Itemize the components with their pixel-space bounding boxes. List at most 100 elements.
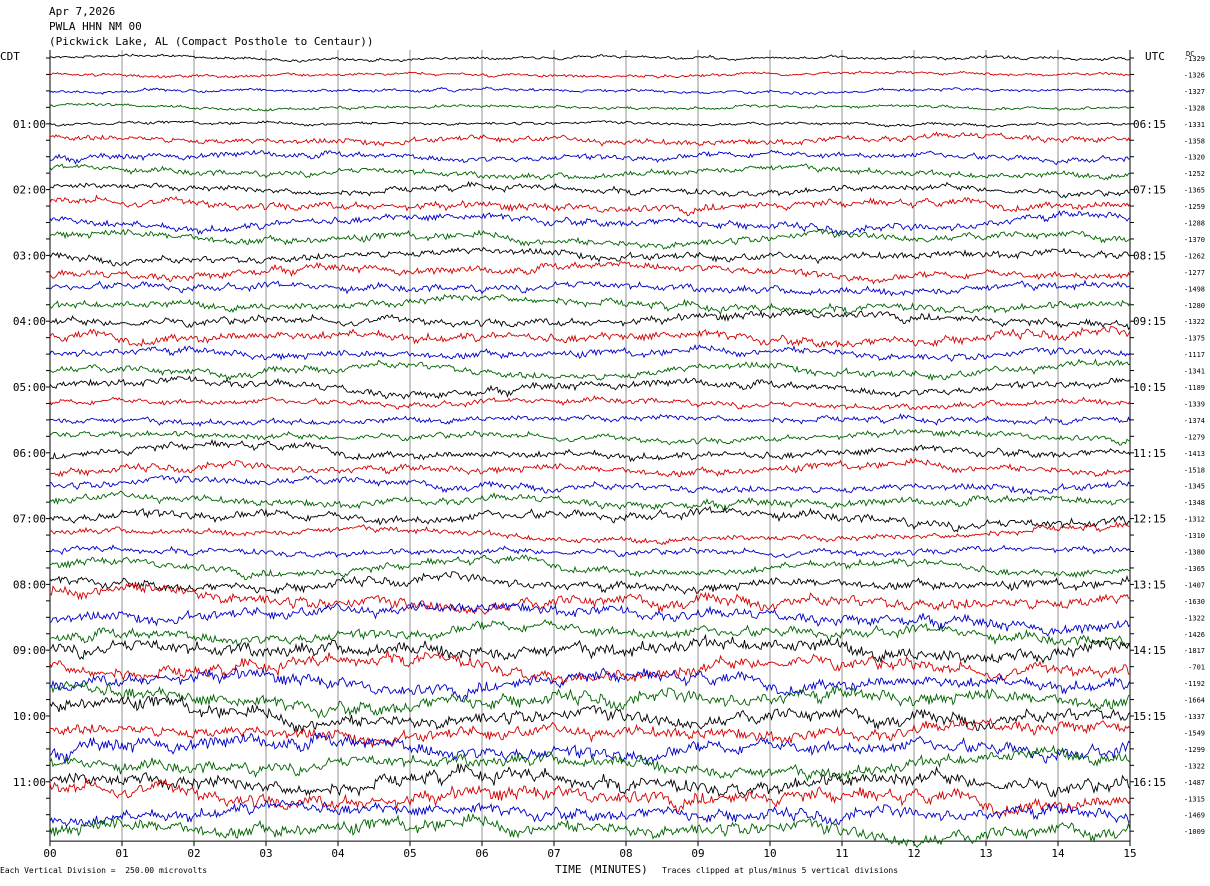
seismic-trace	[49, 194, 1131, 217]
seismic-trace	[49, 375, 1131, 400]
trace-dc-value: -1348	[1184, 499, 1205, 507]
seismic-trace	[49, 799, 1131, 828]
seismic-trace	[50, 149, 1131, 165]
trace-dc-value: -1664	[1184, 697, 1205, 705]
seismic-trace	[49, 554, 1131, 581]
trace-dc-value: -1326	[1184, 71, 1205, 79]
header-station: PWLA HHN NM 00	[49, 20, 142, 33]
x-tick-label: 08	[619, 847, 632, 860]
seismic-trace	[49, 600, 1131, 637]
trace-dc-value: -1259	[1184, 203, 1205, 211]
right-hour-label: 16:15	[1133, 776, 1166, 789]
left-hour-label: 02:00	[13, 184, 46, 197]
trace-dc-value: -1322	[1184, 318, 1205, 326]
seismic-trace	[49, 261, 1131, 285]
x-tick-label: 00	[43, 847, 56, 860]
x-tick-label: 10	[763, 847, 776, 860]
trace-dc-value: -1339	[1184, 400, 1205, 408]
seismic-trace	[49, 619, 1131, 649]
x-tick-label: 13	[979, 847, 992, 860]
trace-dc-value: -1549	[1184, 729, 1205, 737]
trace-dc-value: -1337	[1184, 713, 1205, 721]
seismic-trace	[49, 86, 1131, 96]
seismic-trace	[49, 475, 1131, 496]
left-hour-label: 06:00	[13, 447, 46, 460]
x-tick-label: 05	[403, 847, 416, 860]
seismic-trace	[49, 428, 1131, 446]
trace-dc-value: -1374	[1184, 417, 1205, 425]
trace-group	[49, 53, 1131, 848]
trace-dc-value: -1312	[1184, 516, 1205, 524]
trace-dc-value: -1331	[1184, 121, 1205, 129]
seismic-trace	[49, 763, 1131, 799]
right-hour-label: 12:15	[1133, 513, 1166, 526]
trace-dc-value: -1426	[1184, 631, 1205, 639]
seismic-trace	[49, 490, 1131, 513]
seismic-trace	[49, 395, 1131, 411]
seismic-trace	[49, 438, 1131, 463]
x-axis-title: TIME (MINUTES)	[555, 863, 648, 876]
trace-dc-value: -1189	[1184, 384, 1205, 392]
seismic-trace	[49, 163, 1131, 181]
seismic-trace	[49, 344, 1131, 362]
x-tick-label: 02	[187, 847, 200, 860]
seismic-trace	[49, 695, 1131, 734]
axis-labels: 00 01 02 03 04 05 06 07 08 09 10 11 12 13 14 15 01:00 06:…	[13, 55, 1205, 860]
seismic-trace	[49, 246, 1131, 267]
trace-dc-value: -1117	[1184, 351, 1205, 359]
trace-dc-value: -1345	[1184, 483, 1205, 491]
right-hour-label: 07:15	[1133, 184, 1166, 197]
trace-dc-value: -1280	[1184, 302, 1205, 310]
seismic-trace	[49, 680, 1131, 719]
trace-dc-value: -1365	[1184, 187, 1205, 195]
trace-dc-value: -1341	[1184, 368, 1205, 376]
x-tick-label: 07	[547, 847, 560, 860]
left-hour-label: 07:00	[13, 513, 46, 526]
timezone-right-label: UTC	[1145, 50, 1165, 63]
x-tick-label: 15	[1123, 847, 1136, 860]
trace-dc-value: -1498	[1184, 285, 1205, 293]
seismic-trace	[49, 293, 1131, 316]
trace-dc-value: -701	[1188, 664, 1205, 672]
seismic-trace	[49, 777, 1131, 818]
trace-dc-value: -1380	[1184, 549, 1205, 557]
x-tick-label: 14	[1051, 847, 1065, 860]
minute-grid	[46, 50, 1134, 847]
header-date: Apr 7,2026	[49, 5, 116, 18]
seismic-trace	[49, 571, 1131, 595]
seismic-trace	[49, 131, 1131, 147]
right-hour-label: 15:15	[1133, 710, 1166, 723]
seismic-trace	[49, 633, 1131, 664]
trace-dc-value: -1407	[1184, 581, 1205, 589]
x-tick-label: 11	[835, 847, 848, 860]
trace-dc-value: -1469	[1184, 812, 1205, 820]
trace-dc-value: -1365	[1184, 565, 1205, 573]
trace-dc-value: -1322	[1184, 762, 1205, 770]
scale-note: Each Vertical Division = 250.00 microvol…	[0, 866, 208, 875]
seismic-trace	[49, 326, 1131, 349]
trace-dc-value: -1299	[1184, 746, 1205, 754]
seismic-trace	[49, 228, 1131, 250]
seismic-trace	[49, 358, 1131, 382]
trace-dc-value: -1279	[1184, 433, 1205, 441]
trace-dc-value: -1322	[1184, 614, 1205, 622]
seismic-trace	[49, 309, 1131, 331]
trace-dc-value: -1277	[1184, 269, 1205, 277]
trace-dc-value: -1487	[1184, 779, 1205, 787]
x-tick-label: 09	[691, 847, 704, 860]
seismic-trace	[49, 279, 1131, 297]
trace-dc-value: -1413	[1184, 450, 1205, 458]
trace-dc-value: -1817	[1184, 647, 1205, 655]
trace-dc-value: -1320	[1184, 154, 1205, 162]
right-hour-label: 13:15	[1133, 578, 1166, 591]
left-hour-label: 09:00	[13, 644, 46, 657]
seismic-trace	[49, 53, 1131, 63]
clip-note: Traces clipped at plus/minus 5 vertical …	[662, 866, 899, 875]
seismic-trace	[49, 812, 1131, 848]
left-hour-label: 05:00	[13, 381, 46, 394]
x-tick-label: 12	[907, 847, 920, 860]
trace-dc-value: -1252	[1184, 170, 1205, 178]
trace-dc-value: -1327	[1184, 88, 1205, 96]
seismic-trace	[49, 505, 1131, 533]
left-hour-label: 01:00	[13, 118, 46, 131]
